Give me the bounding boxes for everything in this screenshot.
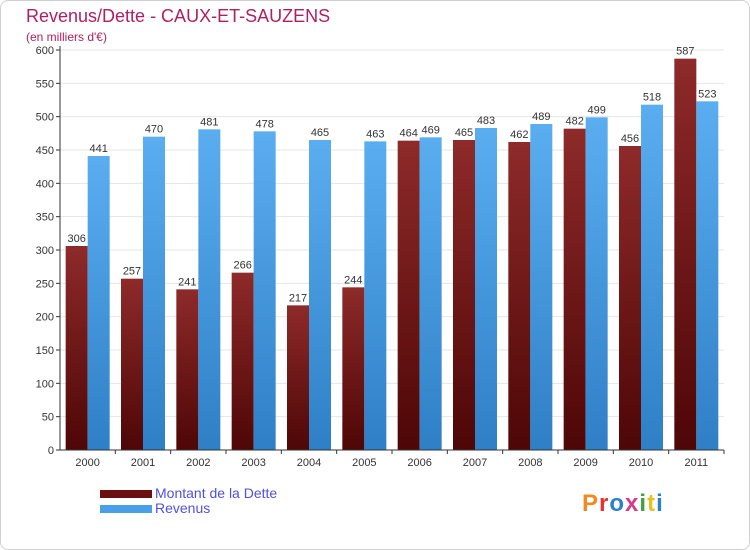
x-tick-label: 2011 (685, 457, 709, 469)
chart-title: Revenus/Dette - CAUX-ET-SAUZENS (26, 6, 331, 26)
bar-dette (508, 142, 531, 450)
x-tick-label: 2010 (629, 457, 653, 469)
x-tick-label: 2005 (352, 457, 376, 469)
bars (65, 58, 719, 451)
y-tick-label: 450 (36, 145, 54, 157)
bar-revenus (696, 101, 719, 450)
value-label-dette: 465 (455, 127, 473, 139)
legend-swatch-revenus (100, 505, 152, 513)
logo-letter: r (599, 490, 610, 517)
value-label-dette: 241 (178, 276, 196, 288)
y-tick-label: 150 (36, 345, 54, 357)
bar-revenus (364, 141, 387, 451)
proxiti-logo: Proxiti (582, 490, 664, 518)
value-label-revenus: 489 (532, 111, 550, 123)
value-label-revenus: 441 (89, 143, 107, 155)
value-label-revenus: 463 (366, 128, 384, 140)
value-label-revenus: 523 (698, 88, 716, 100)
x-tick-label: 2008 (518, 457, 542, 469)
y-tick-label: 50 (42, 412, 54, 424)
bar-dette (563, 128, 586, 450)
bar-revenus (641, 104, 663, 451)
value-label-revenus: 470 (145, 124, 163, 136)
value-label-dette: 462 (510, 129, 528, 141)
bar-dette (397, 140, 420, 450)
bar-dette (231, 272, 254, 450)
bar-revenus (309, 140, 331, 450)
y-tick-label: 350 (36, 212, 54, 224)
value-label-revenus: 478 (255, 118, 273, 130)
chart-subtitle: (en milliers d'€) (26, 30, 107, 44)
x-tick-label: 2000 (75, 457, 99, 469)
logo-letter: x (625, 490, 640, 517)
y-tick-label: 0 (48, 445, 54, 457)
x-tick-label: 2002 (186, 457, 210, 469)
x-tick-label: 2006 (407, 457, 431, 469)
value-label-revenus: 465 (311, 127, 329, 139)
bar-revenus (143, 136, 165, 450)
bar-revenus (87, 156, 110, 450)
value-label-dette: 306 (67, 233, 85, 245)
logo-letter: i (639, 490, 648, 517)
value-label-dette: 257 (123, 266, 141, 278)
logo-letter: o (609, 490, 626, 517)
value-label-revenus: 483 (477, 115, 495, 127)
bar-revenus (198, 129, 221, 451)
x-tick-label: 2007 (463, 457, 487, 469)
bar-revenus (253, 131, 276, 451)
bar-dette (287, 305, 309, 450)
x-tick-label: 2004 (297, 457, 321, 469)
y-tick-label: 250 (36, 278, 54, 290)
bar-revenus (530, 124, 553, 450)
bar-dette (619, 146, 641, 450)
bar-dette (65, 246, 88, 450)
value-labels: 306 441 257 470 241 481 266 478 217 465 244 463 464 4… (67, 46, 716, 305)
x-tick-label: 2001 (131, 457, 155, 469)
y-tick-label: 500 (36, 112, 54, 124)
x-tick-label: 2003 (241, 457, 265, 469)
value-label-revenus: 481 (200, 116, 218, 128)
bar-dette (342, 287, 365, 450)
y-tick-label: 600 (36, 45, 54, 57)
value-label-dette: 266 (233, 260, 251, 272)
logo-letter: t (647, 490, 657, 517)
logo-letter: P (582, 490, 600, 517)
y-tick-label: 550 (36, 78, 54, 90)
value-label-dette: 244 (344, 274, 362, 286)
legend-label-revenus: Revenus (155, 500, 211, 516)
x-tick-label: 2009 (573, 457, 597, 469)
bar-revenus (419, 137, 442, 451)
value-label-dette: 456 (621, 133, 639, 145)
value-label-revenus: 518 (643, 92, 661, 104)
bar-dette (453, 140, 475, 450)
y-tick-label: 300 (36, 245, 54, 257)
bar-revenus (475, 128, 497, 450)
value-label-revenus: 499 (587, 104, 605, 116)
value-label-dette: 217 (289, 292, 307, 304)
value-label-revenus: 469 (421, 124, 439, 136)
bar-dette (674, 58, 697, 451)
axes: 0 50 100 150 200 250 300 350 400 450 500 550 600 2000… (36, 45, 725, 469)
logo-letter: i (656, 490, 664, 517)
legend-label-dette: Montant de la Dette (155, 485, 278, 501)
grid-lines (60, 49, 724, 451)
value-label-dette: 587 (676, 46, 694, 58)
bar-dette (121, 278, 143, 450)
y-tick-label: 400 (36, 178, 54, 190)
bar-revenus (585, 117, 608, 450)
y-tick-label: 100 (36, 378, 54, 390)
y-tick-label: 200 (36, 312, 54, 324)
value-label-dette: 482 (565, 116, 583, 128)
bar-dette (176, 289, 199, 450)
legend-swatch-dette (100, 490, 152, 498)
value-label-dette: 464 (399, 128, 417, 140)
